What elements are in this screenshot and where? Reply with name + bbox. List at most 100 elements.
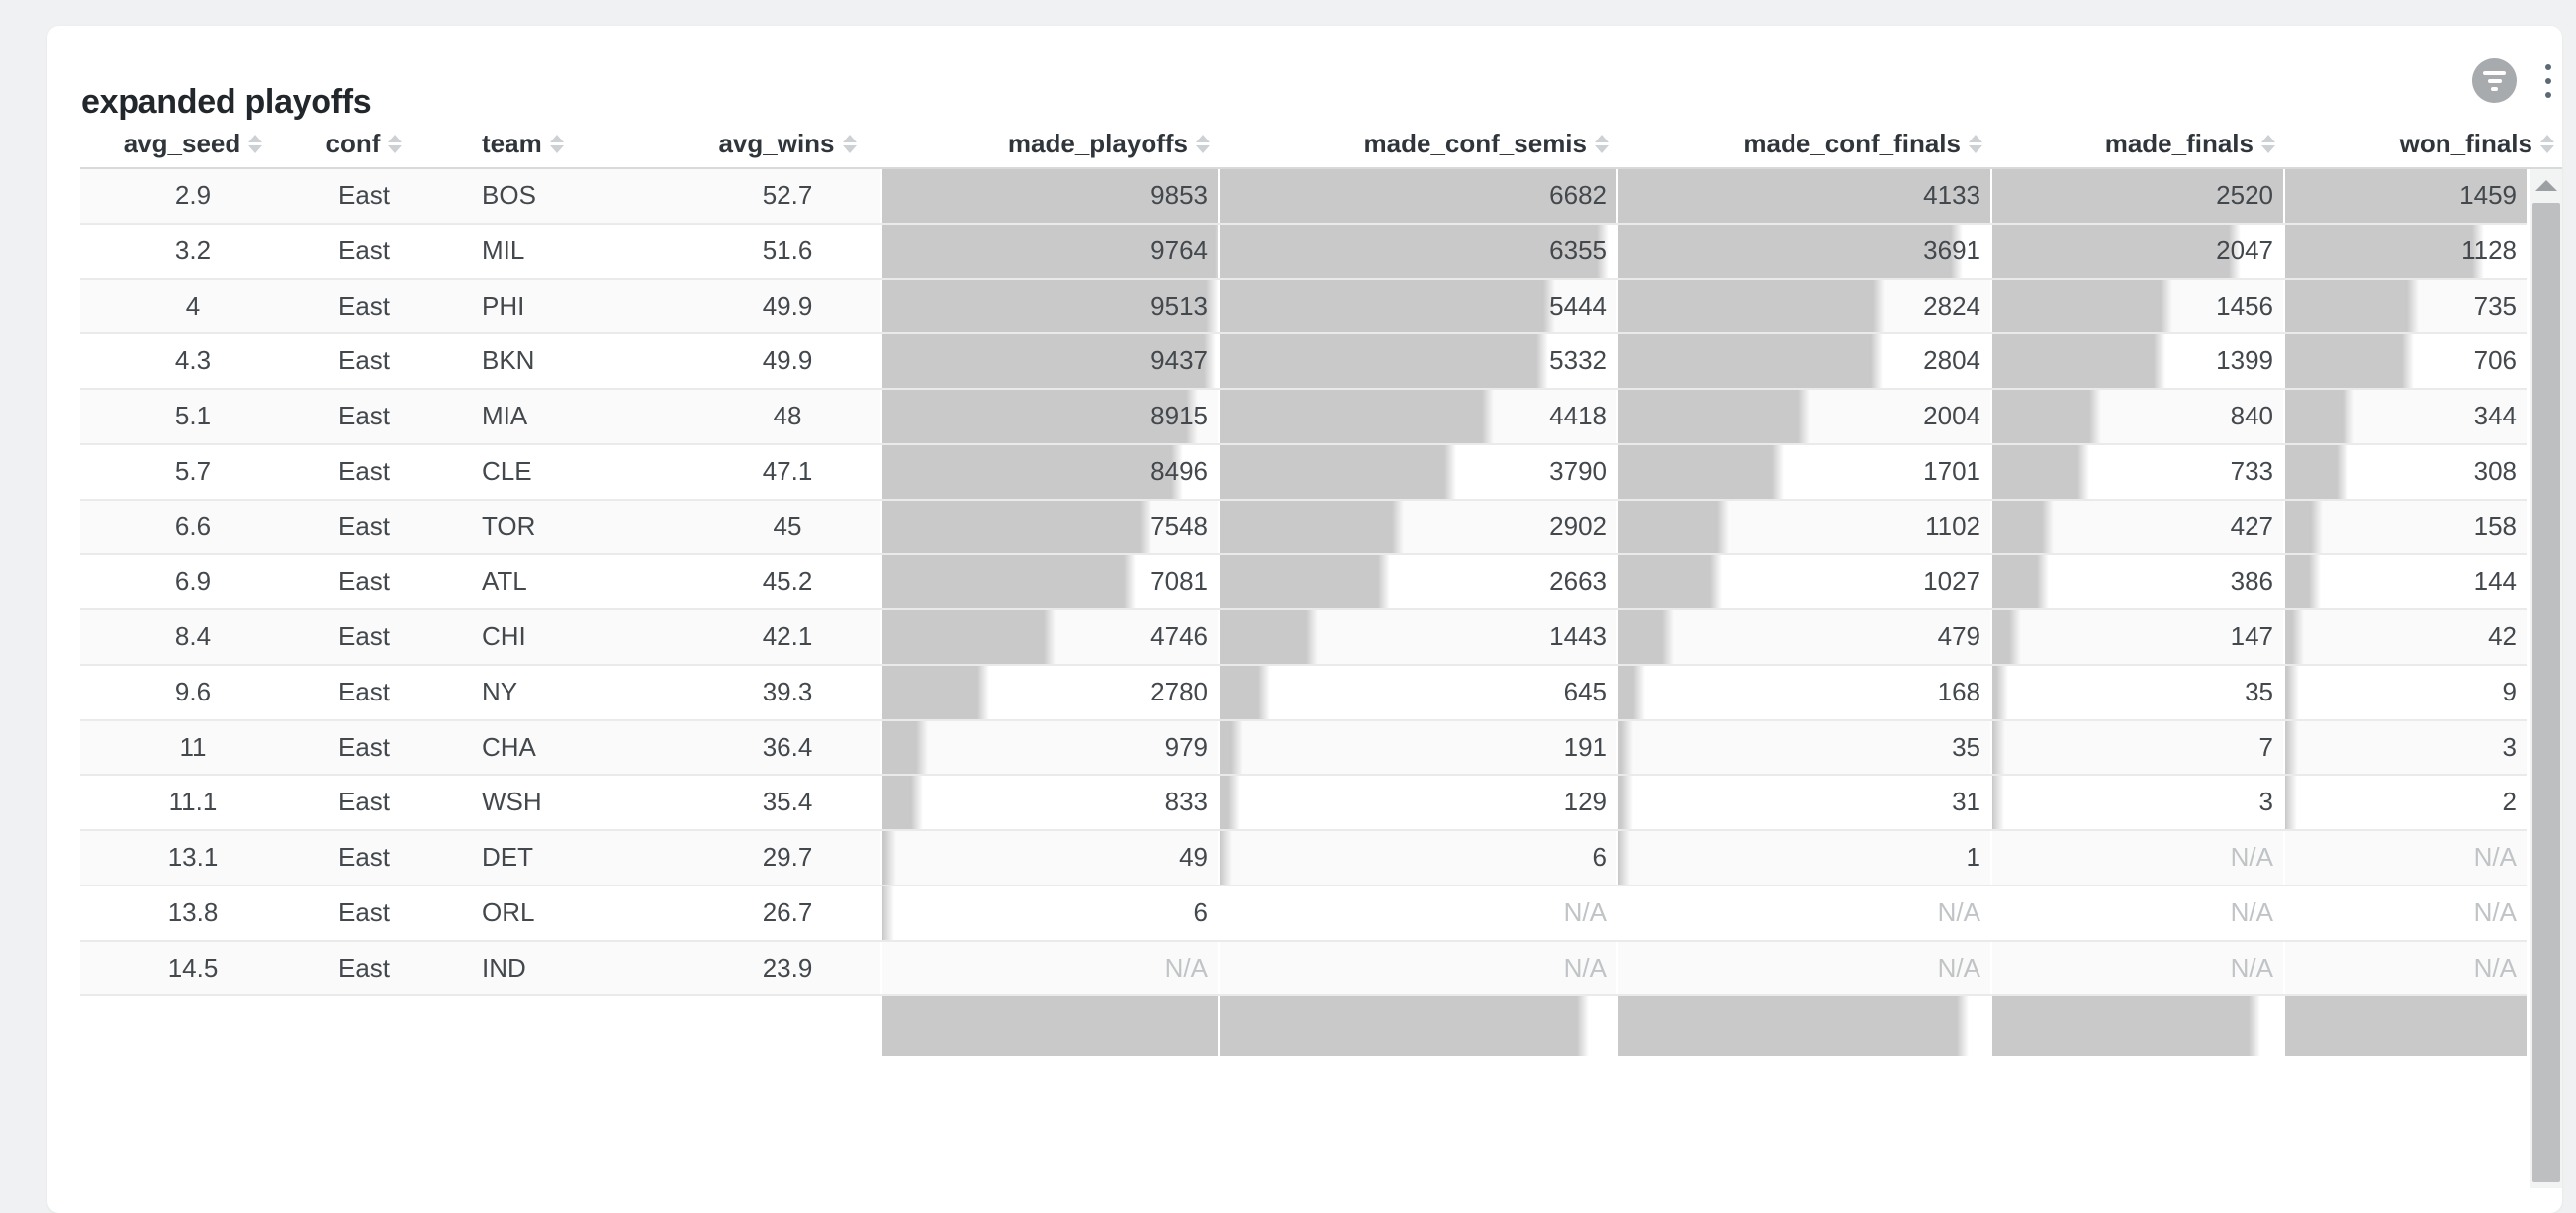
cell-won_finals: 735	[2283, 280, 2527, 333]
cell-value: N/A	[1220, 942, 1616, 995]
column-header-team[interactable]: team	[422, 121, 694, 167]
triangle-up-icon	[2535, 180, 2557, 191]
column-header-label: won_finals	[2400, 129, 2532, 159]
cell-value: 35	[1618, 721, 1990, 775]
scrollbar-thumb[interactable]	[2532, 203, 2560, 1182]
cell-avg_seed: 8.4	[80, 610, 306, 664]
sort-icon	[550, 135, 564, 153]
cell-made_finals: N/A	[1990, 831, 2283, 885]
cell-made_conf_finals: 31	[1616, 776, 1990, 829]
cell-won_finals: 158	[2283, 501, 2527, 554]
column-header-made_finals[interactable]: made_finals	[1990, 121, 2283, 167]
cell-avg_seed: 9.6	[80, 666, 306, 719]
cell-made_conf_finals: 479	[1616, 610, 1990, 664]
column-header-conf[interactable]: conf	[306, 121, 422, 167]
cell-won_finals: N/A	[2283, 831, 2527, 885]
cell-team	[422, 996, 694, 1056]
cell-avg_seed: 5.1	[80, 390, 306, 443]
cell-made_finals: 733	[1990, 445, 2283, 499]
cell-conf: East	[306, 886, 422, 940]
cell-made_conf_finals: 1027	[1616, 555, 1990, 608]
cell-value: 979	[882, 721, 1218, 775]
cell-value: 2804	[1618, 334, 1990, 388]
menu-button[interactable]	[2540, 58, 2556, 104]
vertical-scrollbar[interactable]	[2530, 169, 2562, 1188]
cell-team: ATL	[422, 555, 694, 608]
cell-avg_seed: 11.1	[80, 776, 306, 829]
cell-won_finals: 2	[2283, 776, 2527, 829]
cell-made_conf_semis: 6682	[1218, 169, 1616, 223]
sort-icon	[1196, 135, 1210, 153]
cell-made_conf_semis: 1443	[1218, 610, 1616, 664]
column-header-label: made_finals	[2105, 129, 2254, 159]
cell-made_conf_finals: 35	[1616, 721, 1990, 775]
cell-value: 2824	[1618, 280, 1990, 333]
cell-avg_seed	[80, 996, 306, 1056]
cell-avg_seed: 13.8	[80, 886, 306, 940]
filter-button[interactable]	[2472, 58, 2517, 103]
cell-value: 4418	[1220, 390, 1616, 443]
cell-value: 706	[2285, 334, 2527, 388]
cell-value: 8915	[882, 390, 1218, 443]
cell-made_finals	[1990, 996, 2283, 1056]
cell-value: 1701	[1618, 445, 1990, 499]
cell-made_playoffs: 49	[880, 831, 1218, 885]
cell-made_finals: 840	[1990, 390, 2283, 443]
cell-avg_wins: 29.7	[694, 831, 880, 885]
cell-won_finals	[2283, 996, 2527, 1056]
column-header-label: team	[482, 129, 542, 159]
cell-made_finals: 2520	[1990, 169, 2283, 223]
cell-made_finals: 1399	[1990, 334, 2283, 388]
column-header-label: made_playoffs	[1008, 129, 1188, 159]
scrollbar-up-button[interactable]	[2530, 169, 2562, 201]
sort-icon	[843, 135, 857, 153]
cell-value: 1459	[2285, 169, 2527, 223]
cell-made_conf_finals	[1616, 996, 1990, 1056]
cell-team: PHI	[422, 280, 694, 333]
column-header-avg_wins[interactable]: avg_wins	[694, 121, 880, 167]
column-header-made_conf_finals[interactable]: made_conf_finals	[1616, 121, 1990, 167]
cell-value: 479	[1618, 610, 1990, 664]
cell-made_playoffs: 9853	[880, 169, 1218, 223]
cell-made_finals: N/A	[1990, 942, 2283, 995]
column-header-avg_seed[interactable]: avg_seed	[80, 121, 306, 167]
cell-team: MIL	[422, 225, 694, 278]
cell-conf: East	[306, 225, 422, 278]
cell-made_conf_semis: 3790	[1218, 445, 1616, 499]
cell-value: 1128	[2285, 225, 2527, 278]
cell-won_finals: 3	[2283, 721, 2527, 775]
cell-made_conf_semis: 5444	[1218, 280, 1616, 333]
cell-conf: East	[306, 501, 422, 554]
cell-value: 1456	[1992, 280, 2283, 333]
cell-avg_seed: 6.6	[80, 501, 306, 554]
sort-icon	[2261, 135, 2275, 153]
column-header-won_finals[interactable]: won_finals	[2283, 121, 2562, 167]
cell-value: 3	[1992, 776, 2283, 829]
cell-made_finals: 2047	[1990, 225, 2283, 278]
cell-made_playoffs: 7548	[880, 501, 1218, 554]
cell-value: 9764	[882, 225, 1218, 278]
cell-made_conf_finals: N/A	[1616, 942, 1990, 995]
column-header-made_playoffs[interactable]: made_playoffs	[880, 121, 1218, 167]
cell-made_finals: 147	[1990, 610, 2283, 664]
cell-made_finals: 35	[1990, 666, 2283, 719]
cell-value: 7548	[882, 501, 1218, 554]
cell-value: 4133	[1618, 169, 1990, 223]
cell-avg_seed: 14.5	[80, 942, 306, 995]
cell-made_conf_semis: 191	[1218, 721, 1616, 775]
cell-avg_seed: 2.9	[80, 169, 306, 223]
cell-avg_wins: 23.9	[694, 942, 880, 995]
cell-made_playoffs	[880, 996, 1218, 1056]
cell-conf: East	[306, 555, 422, 608]
cell-won_finals: 344	[2283, 390, 2527, 443]
cell-value: 129	[1220, 776, 1616, 829]
cell-value: 9513	[882, 280, 1218, 333]
cell-won_finals: 144	[2283, 555, 2527, 608]
cell-made_finals: N/A	[1990, 886, 2283, 940]
cell-value: N/A	[2285, 942, 2527, 995]
column-header-made_conf_semis[interactable]: made_conf_semis	[1218, 121, 1616, 167]
